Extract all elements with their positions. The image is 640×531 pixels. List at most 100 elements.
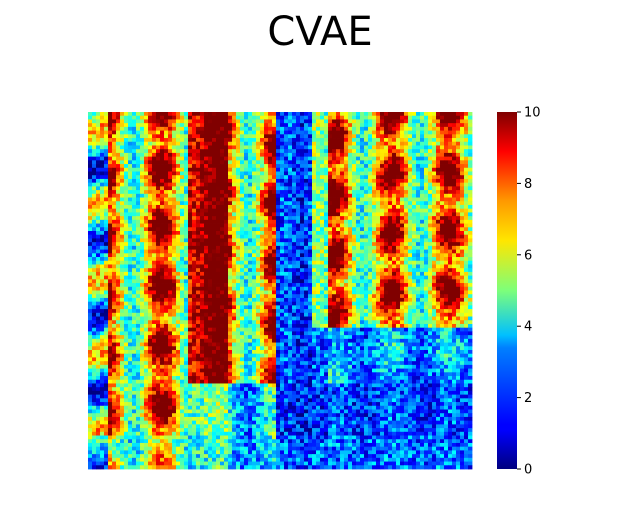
heatmap-cell xyxy=(208,178,213,184)
heatmap-cell xyxy=(188,234,193,239)
heatmap-cell xyxy=(404,164,409,169)
heatmap-cell xyxy=(416,271,421,277)
heatmap-cell xyxy=(200,156,205,161)
heatmap-cell xyxy=(416,216,421,221)
heatmap-cell xyxy=(300,268,305,273)
heatmap-cell xyxy=(272,178,277,184)
heatmap-cell xyxy=(228,175,233,180)
heatmap-cell xyxy=(108,152,113,158)
heatmap-cell xyxy=(256,216,261,221)
heatmap-cell xyxy=(96,167,101,172)
heatmap-cell xyxy=(144,234,149,239)
heatmap-cell xyxy=(100,130,105,135)
heatmap-cell xyxy=(280,115,285,120)
heatmap-cell xyxy=(240,290,245,295)
heatmap-cell xyxy=(364,204,369,210)
heatmap-cell xyxy=(92,212,97,217)
heatmap-cell xyxy=(344,130,349,135)
heatmap-cell xyxy=(204,231,209,236)
heatmap-cell xyxy=(156,141,161,146)
heatmap-cell xyxy=(260,249,265,254)
heatmap-cell xyxy=(92,197,97,202)
heatmap-cell xyxy=(356,178,361,184)
heatmap-cell xyxy=(460,268,465,273)
heatmap-cell xyxy=(440,275,445,280)
heatmap-cell xyxy=(184,212,189,217)
heatmap-cell xyxy=(100,290,105,295)
heatmap-cell xyxy=(124,219,129,224)
heatmap-cell xyxy=(356,219,361,224)
heatmap-cell xyxy=(336,141,341,146)
heatmap-cell xyxy=(308,216,313,221)
heatmap-cell xyxy=(244,123,249,128)
heatmap-cell xyxy=(160,112,165,117)
heatmap-cell xyxy=(252,204,257,210)
heatmap-cell xyxy=(228,260,233,265)
heatmap-cell xyxy=(324,245,329,250)
heatmap-cell xyxy=(96,257,101,262)
heatmap-cell xyxy=(448,112,453,117)
heatmap-cell xyxy=(292,290,297,295)
heatmap-cell xyxy=(308,227,313,232)
heatmap-cell xyxy=(328,279,333,284)
heatmap-cell xyxy=(116,297,121,303)
heatmap-cell xyxy=(396,130,401,135)
heatmap-cell xyxy=(424,149,429,154)
heatmap-cell xyxy=(344,178,349,184)
heatmap-cell xyxy=(404,219,409,224)
heatmap-cell xyxy=(436,297,441,303)
heatmap-cell xyxy=(396,245,401,250)
heatmap-cell xyxy=(204,234,209,239)
heatmap-cell xyxy=(136,212,141,217)
heatmap-cell xyxy=(276,216,281,221)
heatmap-cell xyxy=(296,193,301,198)
heatmap-cell xyxy=(232,260,237,265)
heatmap-cell xyxy=(264,152,269,158)
heatmap-cell xyxy=(460,156,465,161)
heatmap-cell xyxy=(416,234,421,239)
heatmap-cell xyxy=(320,234,325,239)
heatmap-cell xyxy=(144,145,149,150)
heatmap-cell xyxy=(440,112,445,117)
heatmap-cell xyxy=(128,249,133,254)
heatmap-cell xyxy=(364,152,369,158)
heatmap-cell xyxy=(356,212,361,217)
heatmap-cell xyxy=(128,145,133,150)
heatmap-cell xyxy=(292,249,297,254)
heatmap-cell xyxy=(88,201,93,206)
heatmap-cell xyxy=(352,294,357,299)
heatmap-cell xyxy=(468,216,473,221)
heatmap-cell xyxy=(264,219,269,224)
heatmap-cell xyxy=(456,264,461,269)
heatmap-cell xyxy=(424,152,429,158)
heatmap-cell xyxy=(388,134,393,139)
heatmap-cell xyxy=(92,193,97,198)
heatmap-cell xyxy=(304,253,309,258)
heatmap-cell xyxy=(204,253,209,258)
heatmap-cell xyxy=(380,249,385,254)
heatmap-cell xyxy=(176,264,181,269)
heatmap-cell xyxy=(440,167,445,172)
heatmap-cell xyxy=(276,167,281,172)
heatmap-cell xyxy=(300,178,305,184)
heatmap-cell xyxy=(452,245,457,250)
heatmap-cell xyxy=(88,264,93,269)
heatmap-cell xyxy=(176,279,181,284)
heatmap-cell xyxy=(208,227,213,232)
heatmap-cell xyxy=(360,253,365,258)
heatmap-cell xyxy=(160,156,165,161)
heatmap-cell xyxy=(164,223,169,228)
heatmap-cell xyxy=(264,130,269,135)
heatmap-cell xyxy=(428,212,433,217)
heatmap-cell xyxy=(312,186,317,191)
heatmap-cell xyxy=(88,190,93,195)
heatmap-cell xyxy=(128,271,133,277)
heatmap-cell xyxy=(412,190,417,195)
heatmap-cell xyxy=(168,268,173,273)
heatmap-cell xyxy=(244,297,249,303)
heatmap-cell xyxy=(284,231,289,236)
heatmap-cell xyxy=(232,219,237,224)
heatmap-cell xyxy=(348,290,353,295)
heatmap-cell xyxy=(312,286,317,291)
heatmap-cell xyxy=(324,216,329,221)
